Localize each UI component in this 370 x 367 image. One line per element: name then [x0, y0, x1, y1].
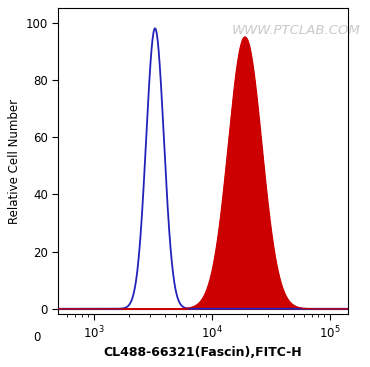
X-axis label: CL488-66321(Fascin),FITC-H: CL488-66321(Fascin),FITC-H	[104, 346, 302, 359]
Text: 0: 0	[33, 331, 40, 344]
Text: WWW.PTCLAB.COM: WWW.PTCLAB.COM	[232, 23, 361, 37]
Y-axis label: Relative Cell Number: Relative Cell Number	[9, 99, 21, 224]
